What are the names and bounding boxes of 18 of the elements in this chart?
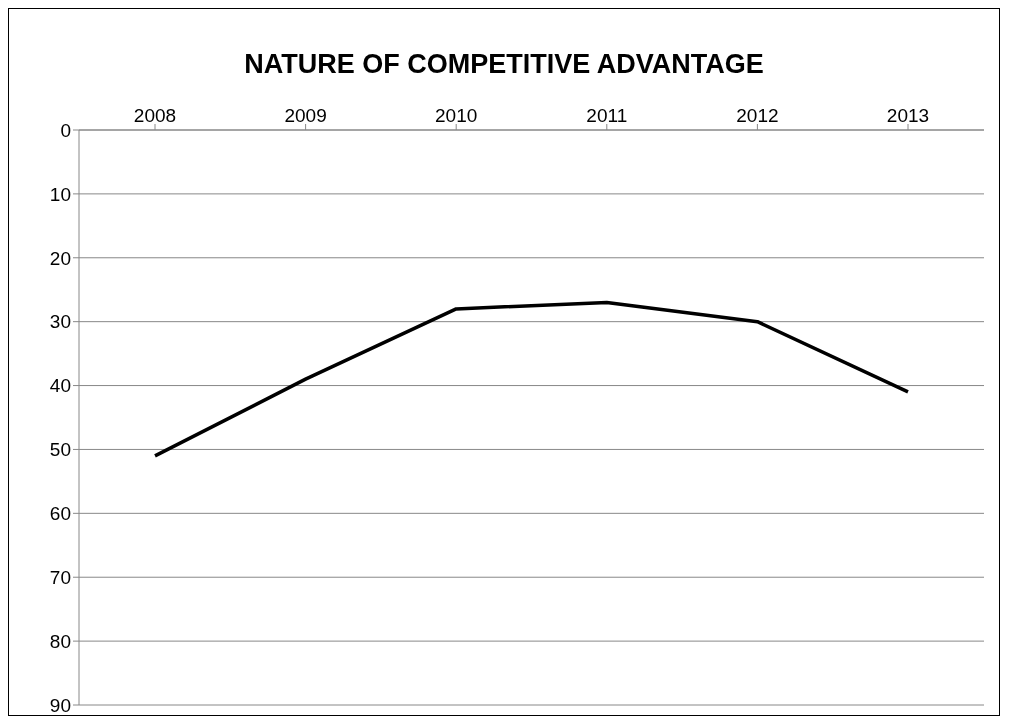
line-series xyxy=(153,300,910,458)
y-tick-label: 40 xyxy=(49,375,71,397)
y-tick-label: 80 xyxy=(49,630,71,652)
x-tick-label: 2011 xyxy=(586,105,628,126)
y-tick-label: 20 xyxy=(49,247,71,269)
y-tick-label: 50 xyxy=(49,439,71,461)
x-tick-label: 2013 xyxy=(886,105,930,126)
chart-title: NATURE OF COMPETITIVE ADVANTAGE xyxy=(243,48,765,81)
y-tick-label: 30 xyxy=(49,311,71,333)
x-tick-label: 2009 xyxy=(284,105,327,126)
y-tick-label: 90 xyxy=(49,694,71,716)
x-tick-label: 2008 xyxy=(133,105,177,126)
x-tick-label: 2010 xyxy=(435,105,478,126)
y-tick-label: 10 xyxy=(49,183,71,205)
y-tick-label: 0 xyxy=(60,119,71,141)
x-tick-label: 2012 xyxy=(736,105,779,126)
y-tick-label: 70 xyxy=(49,566,71,588)
y-tick-label: 60 xyxy=(49,503,71,525)
